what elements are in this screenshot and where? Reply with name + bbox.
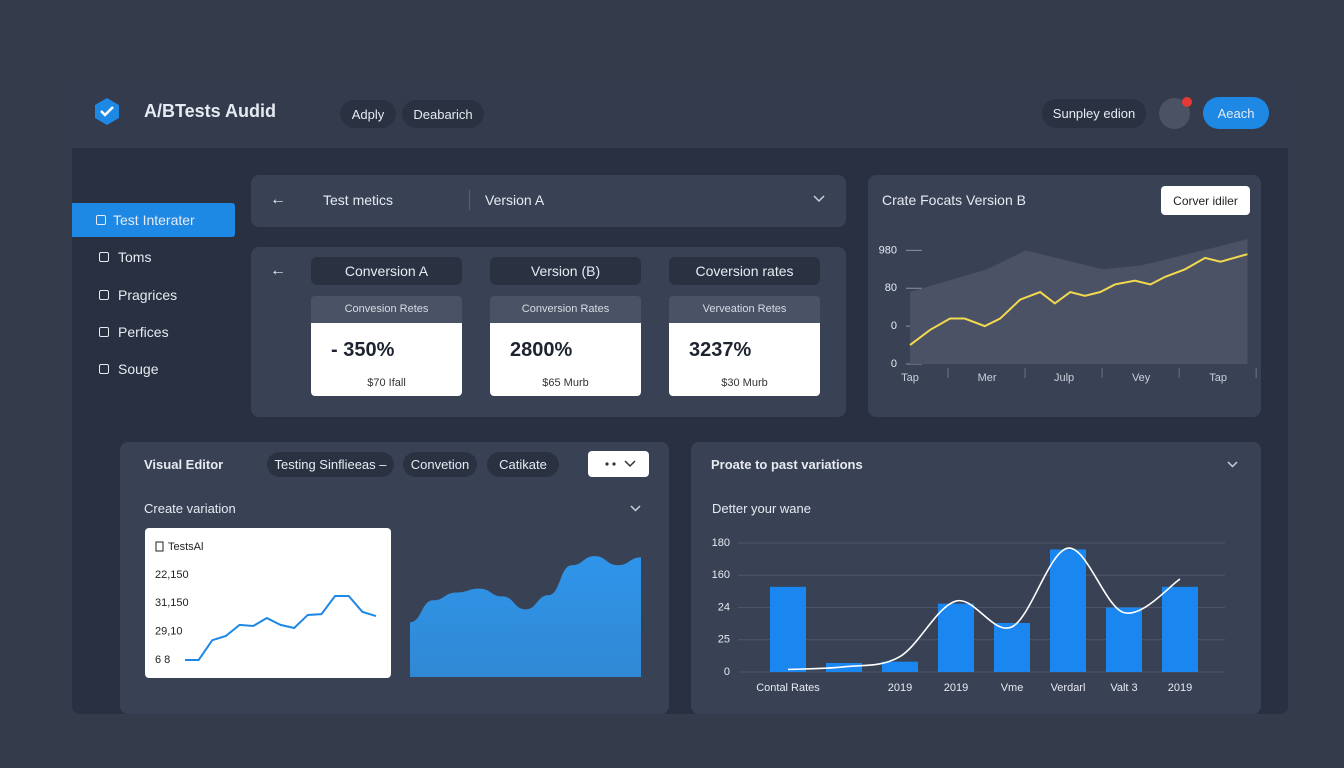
x-tick-label: Tap [1209,372,1227,384]
card-sub: $30 Murb [721,377,768,389]
chart-card [145,528,391,678]
options-button[interactable] [588,451,649,477]
y-tick-label: 0 [891,320,897,332]
card [490,323,641,396]
back-arrow[interactable]: ← [270,262,286,279]
label: Test metics [323,192,394,208]
panel-title: Crate Focats Version B [882,192,1026,208]
y-tick-label: 25 [718,634,730,646]
y-tick-label: 6 8 [155,654,170,666]
y-tick-label: 0 [724,666,730,678]
subtitle: Detter your wane [712,501,811,516]
label: Version A [485,192,545,208]
y-tick-label: 160 [712,569,730,581]
x-tick-label: Vme [1001,682,1024,694]
x-tick-label: Mer [978,372,997,384]
subtitle: Create variation [144,501,236,516]
sidebar-icon [99,289,109,300]
bar [1050,549,1086,672]
button[interactable]: Sunpley edion [1042,99,1146,128]
sidebar-item[interactable]: Souge [118,361,159,378]
line [185,594,377,661]
back-arrow[interactable]: ← [270,191,286,208]
card-header: Conversion Rates [490,296,641,323]
tab[interactable]: Version (B) [490,257,641,285]
panel [251,175,846,227]
y-tick-label: 24 [718,601,730,613]
chevron[interactable] [813,195,825,203]
sidebar-icon [99,252,109,263]
line [787,547,1181,671]
card [669,323,820,396]
x-tick-label: Verdarl [1051,682,1086,694]
separator [469,190,470,210]
forecast-chart: 980 80 0 0 Tap Mer Julp Vey Tap [879,239,1257,384]
bar [1106,607,1142,672]
tab[interactable]: Convetion [403,452,477,477]
chevron[interactable] [1227,461,1238,468]
line [909,253,1248,346]
card-value: 2800% [510,339,573,361]
card [311,323,462,396]
button[interactable]: Adply [340,100,396,128]
y-tick-label: 0 [891,358,897,370]
sidebar-item[interactable]: Test Interater [113,212,195,228]
y-tick-label: 80 [885,282,897,294]
sidebar-item[interactable]: Perfices [118,323,169,340]
x-tick-label: Vey [1132,372,1151,384]
x-tick-label: Julp [1054,372,1074,384]
area-chart [410,556,641,677]
tab[interactable]: Testing Sinflieeas – [267,452,394,477]
legend-label: TestsAl [168,541,203,553]
variations-chart: 180 160 24 25 0 Contal Rates 2019 2019 Vme Verdar… [712,537,1225,694]
card-header: Verveation Retes [669,296,820,323]
x-tick-label: Valt 3 [1110,682,1137,694]
card-header: Convesion Retes [311,296,462,323]
area [910,239,1248,364]
card-sub: $65 Murb [542,377,589,389]
y-tick-label: 29,10 [155,626,183,638]
card-value: - 350% [331,339,395,361]
sidebar-icon [96,215,106,225]
card-sub: $70 Ifall [367,377,406,389]
sidebar-active [72,203,235,237]
sidebar-item[interactable]: Toms [118,249,152,266]
legend-icon [155,541,164,552]
card-value: 3237% [689,339,752,361]
y-tick-label: 31,150 [155,597,189,609]
sidebar-icon [99,364,109,375]
button[interactable]: Aeach [1203,97,1269,129]
area [410,556,641,677]
panel-title: Visual Editor [144,457,224,472]
tab[interactable]: Coversion rates [669,257,820,285]
chevron[interactable] [630,505,641,512]
sidebar-icon [99,326,109,337]
bar [1162,586,1198,672]
y-tick-label: 22,150 [155,569,189,581]
y-tick-label: 980 [879,244,897,256]
x-tick-label: Tap [901,372,919,384]
x-tick-label: 2019 [1168,682,1192,694]
badge [1182,97,1192,107]
notification-icon[interactable] [1159,97,1192,129]
bar [882,661,918,672]
tests-chart: 22,150 31,150 29,10 6 8 TestsAl [155,541,377,666]
x-tick-label: 2019 [944,682,968,694]
bar [938,603,974,672]
tab[interactable]: Catikate [487,452,559,477]
y-tick-label: 180 [712,537,730,549]
button[interactable]: Deabarich [402,100,484,128]
bar [770,586,806,672]
panel-title: Proate to past variations [711,457,863,472]
bar [994,622,1030,672]
x-tick-label: Contal Rates [756,682,820,694]
app-title: A/BTests Audid [144,101,277,121]
x-tick-label: 2019 [888,682,912,694]
button[interactable]: Corver idiler [1161,186,1250,215]
logo [95,98,119,125]
sidebar-item[interactable]: Pragrices [118,286,178,303]
tab[interactable]: Conversion A [311,257,462,285]
